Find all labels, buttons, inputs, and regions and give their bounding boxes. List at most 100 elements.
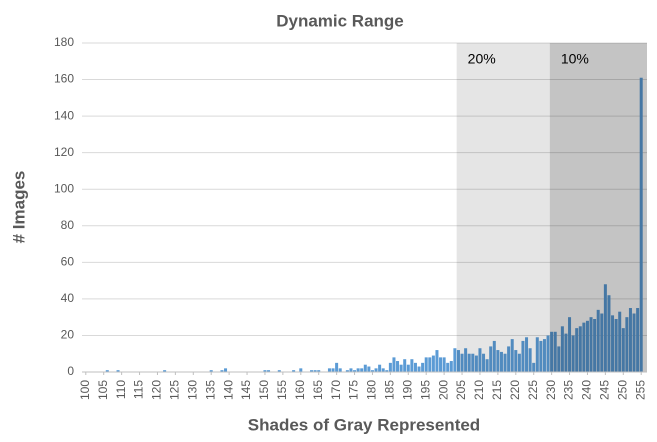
bar	[603, 284, 607, 372]
chart-title: Dynamic Range	[276, 11, 404, 30]
x-tick-label: 250	[615, 380, 629, 400]
bar	[442, 357, 446, 372]
bar	[632, 313, 636, 372]
x-tick-label: 175	[347, 380, 361, 400]
bar	[403, 359, 407, 372]
x-tick-label: 225	[526, 380, 540, 400]
x-axis-title: Shades of Gray Represented	[248, 415, 480, 434]
bar	[618, 311, 622, 372]
y-tick-label: 140	[54, 108, 74, 122]
bar	[585, 320, 589, 372]
bar	[471, 353, 475, 372]
x-tick-label: 190	[400, 380, 414, 400]
x-tick-label: 210	[472, 380, 486, 400]
bar	[607, 295, 611, 372]
bar	[503, 353, 507, 372]
bar	[413, 362, 417, 372]
bar	[406, 364, 410, 372]
bar	[582, 322, 586, 372]
bar	[539, 340, 543, 372]
bar	[385, 370, 389, 372]
bar	[456, 350, 460, 372]
bar	[546, 335, 550, 372]
bar	[467, 353, 471, 372]
bar	[553, 331, 557, 372]
bar	[499, 351, 503, 372]
y-tick-label: 40	[61, 291, 75, 305]
bar	[600, 313, 604, 372]
x-tick-label: 160	[293, 380, 307, 400]
y-tick-label: 180	[54, 35, 74, 49]
bar	[449, 361, 453, 372]
bar	[345, 370, 349, 372]
bar	[560, 326, 564, 372]
x-tick-label: 255	[633, 380, 647, 400]
bar	[392, 357, 396, 372]
bar	[489, 346, 493, 372]
bar	[263, 370, 267, 372]
bar	[367, 366, 371, 372]
x-tick-label: 220	[508, 380, 522, 400]
x-tick-label: 125	[168, 380, 182, 400]
bar	[568, 317, 572, 372]
bar	[514, 350, 518, 372]
bar	[575, 328, 579, 372]
bar	[596, 309, 600, 372]
bar	[327, 368, 331, 372]
bar	[639, 77, 643, 372]
bar	[474, 355, 478, 372]
region-label: 20%	[468, 51, 496, 67]
x-tick-label: 235	[562, 380, 576, 400]
bar	[460, 353, 464, 372]
x-tick-label: 150	[257, 380, 271, 400]
bar	[510, 339, 514, 372]
bar	[578, 326, 582, 372]
x-tick-label: 240	[580, 380, 594, 400]
bar	[628, 308, 632, 372]
y-tick-label: 160	[54, 72, 74, 86]
bar	[299, 368, 303, 372]
bar	[621, 328, 625, 372]
bar	[396, 361, 400, 372]
shaded-region	[549, 43, 647, 372]
x-tick-label: 130	[185, 380, 199, 400]
x-tick-label: 230	[544, 380, 558, 400]
x-tick-label: 100	[78, 380, 92, 400]
bar	[439, 357, 443, 372]
bar	[482, 353, 486, 372]
region-label: 10%	[561, 51, 589, 67]
x-tick-label: 200	[436, 380, 450, 400]
y-tick-label: 120	[54, 145, 74, 159]
bar	[507, 346, 511, 372]
x-tick-label: 145	[239, 380, 253, 400]
bar	[292, 370, 296, 372]
bar	[310, 370, 314, 372]
bar	[353, 370, 357, 372]
bar	[528, 348, 532, 372]
bar	[163, 370, 167, 372]
bar	[589, 317, 593, 372]
bar	[267, 370, 271, 372]
bar	[435, 350, 439, 372]
bar	[220, 370, 224, 372]
bar	[550, 331, 554, 372]
bar	[370, 370, 374, 372]
bar	[464, 348, 468, 372]
bar	[571, 335, 575, 372]
bar	[517, 353, 521, 372]
bar	[521, 340, 525, 372]
y-tick-label: 20	[61, 328, 75, 342]
x-tick-label: 155	[275, 380, 289, 400]
bar	[335, 362, 339, 372]
bar	[331, 368, 335, 372]
bar	[625, 317, 629, 372]
bar	[116, 370, 120, 372]
bar	[496, 350, 500, 372]
y-tick-label: 0	[67, 364, 74, 378]
shaded-region	[456, 43, 647, 372]
bar	[417, 366, 421, 372]
bar	[532, 362, 536, 372]
bar	[525, 337, 529, 372]
bar	[374, 368, 378, 372]
